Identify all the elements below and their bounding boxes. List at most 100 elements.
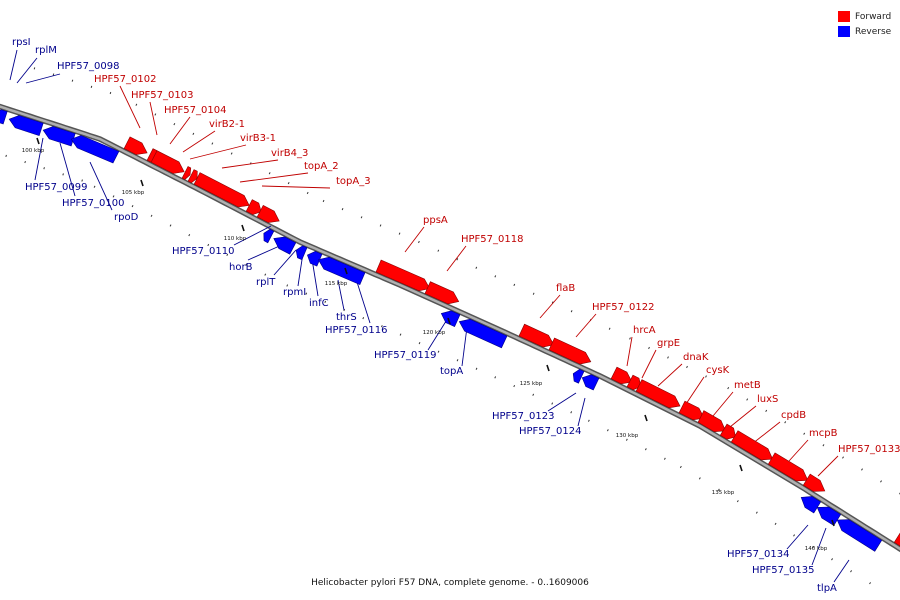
minor-dash	[551, 402, 554, 405]
minor-dash	[513, 384, 516, 388]
leader-line	[25, 73, 61, 84]
gene-label: HPF57_0124	[519, 426, 581, 437]
minor-dash	[803, 432, 806, 435]
minor-dash	[287, 182, 290, 185]
gene-label: rpoD	[114, 212, 139, 223]
minor-dash	[587, 419, 590, 422]
leader-line	[729, 405, 757, 428]
gene-label: HPF57_0122	[592, 302, 654, 313]
gene-label: infC	[309, 298, 329, 309]
leader-line	[547, 392, 577, 412]
minor-dash	[71, 79, 74, 82]
leader-line	[356, 281, 371, 324]
minor-dash	[154, 113, 157, 116]
minor-dash	[360, 216, 363, 219]
tick-label: 130 kbp	[616, 433, 639, 439]
minor-dash	[822, 444, 825, 447]
gene-label: HPF57_0118	[461, 234, 523, 245]
minor-dash	[418, 240, 420, 244]
leader-line	[221, 159, 279, 169]
minor-dash	[717, 488, 720, 491]
gene-arrow	[295, 245, 308, 261]
tick-mark	[241, 224, 245, 232]
leader-line	[337, 279, 345, 311]
minor-dash	[379, 224, 382, 227]
gene-arrow	[730, 430, 774, 461]
gene-arrow	[610, 366, 633, 385]
legend: Forward Reverse	[838, 9, 891, 39]
gene-arrow	[893, 532, 900, 547]
leader-line	[239, 172, 309, 183]
gene-arrow	[181, 166, 192, 180]
minor-dash	[207, 243, 210, 247]
leader-line	[461, 326, 468, 367]
gene-label: luxS	[757, 394, 778, 405]
minor-dash	[746, 398, 749, 401]
gene-label: HPF57_0100	[62, 198, 124, 209]
gene-label: rplT	[256, 277, 276, 288]
gene-arrow	[440, 310, 461, 327]
minor-dash	[52, 73, 55, 76]
minor-dash	[663, 457, 666, 460]
gene-arrow	[548, 337, 592, 365]
minor-dash	[698, 477, 701, 480]
gene-label: HPF57_0110	[172, 246, 234, 257]
gene-label: HPF57_0103	[131, 90, 193, 101]
minor-dash	[135, 103, 138, 106]
minor-dash	[784, 421, 787, 424]
gene-arrow	[678, 400, 705, 421]
gene-label: metB	[734, 380, 761, 391]
gene-arrow	[424, 281, 460, 305]
leader-line	[788, 439, 809, 462]
gene-label: HPF57_0135	[752, 565, 814, 576]
gene-label: HPF57_0104	[164, 105, 226, 116]
minor-dash	[850, 570, 853, 573]
minor-dash	[245, 263, 248, 266]
gene-label: topA	[440, 366, 463, 377]
legend-forward: Forward	[838, 9, 891, 24]
tick-label: 125 kbp	[520, 381, 543, 387]
leader-line	[751, 421, 781, 445]
minor-dash	[90, 85, 93, 88]
leader-line	[261, 185, 331, 189]
legend-forward-label: Forward	[855, 11, 892, 22]
minor-dash	[343, 308, 346, 312]
leader-line	[657, 363, 683, 387]
leader-line	[575, 313, 597, 338]
leader-line	[817, 455, 839, 477]
minor-dash	[173, 123, 176, 126]
minor-dash	[608, 327, 611, 330]
minor-dash	[494, 376, 497, 379]
minor-dash	[24, 160, 26, 164]
minor-dash	[842, 456, 844, 459]
tick-label: 135 kbp	[712, 490, 735, 496]
minor-dash	[831, 558, 834, 561]
gene-label: thrS	[336, 312, 357, 323]
minor-dash	[880, 480, 882, 483]
gene-label: virB4_3	[271, 148, 308, 159]
leader-line	[427, 317, 449, 351]
tick-mark	[739, 464, 743, 472]
tick-mark	[344, 267, 348, 275]
minor-dash	[494, 275, 497, 278]
gene-arrow	[572, 368, 585, 384]
minor-dash	[306, 191, 309, 195]
forward-swatch	[838, 11, 850, 22]
gene-label: rpmI	[283, 287, 306, 298]
leader-line	[311, 258, 319, 297]
minor-dash	[570, 411, 573, 414]
gene-arrow	[626, 374, 642, 391]
minor-dash	[81, 179, 83, 182]
minor-dash	[705, 375, 707, 378]
minor-dash	[93, 185, 96, 188]
leader-line	[119, 85, 141, 129]
minor-dash	[869, 582, 872, 585]
minor-dash	[532, 292, 535, 295]
minor-dash	[861, 468, 863, 471]
gene-arrow	[458, 318, 508, 349]
minor-dash	[625, 438, 628, 441]
minor-dash	[418, 342, 421, 345]
gene-arrow	[150, 150, 185, 174]
gene-label: topA_3	[336, 176, 371, 187]
minor-dash	[606, 429, 609, 432]
